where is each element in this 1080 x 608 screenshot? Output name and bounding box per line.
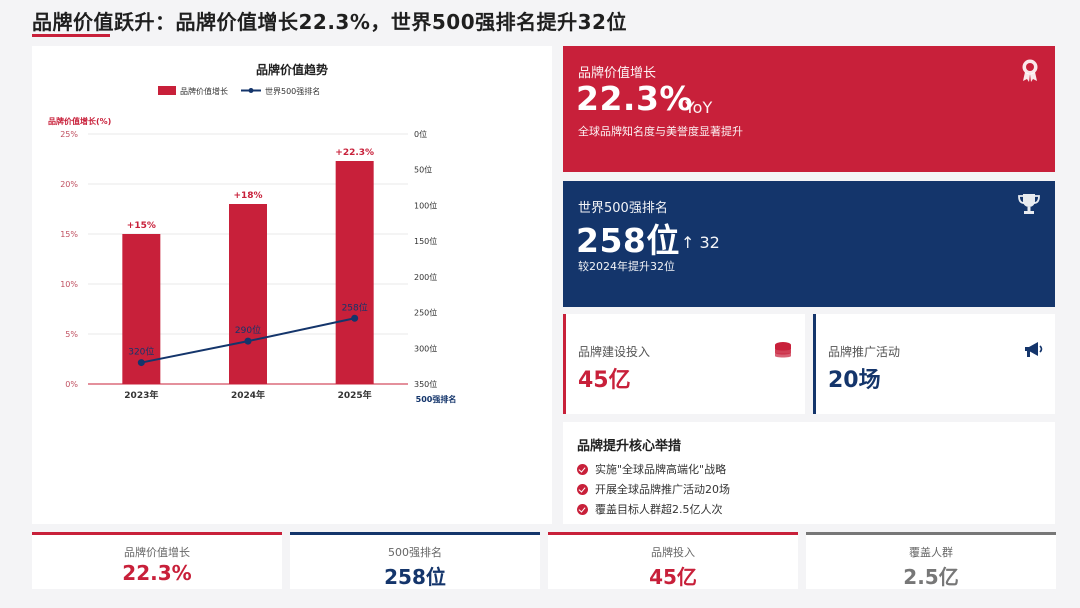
- y2-tick-label: 300位: [414, 343, 437, 353]
- measure-text: 开展全球品牌推广活动20场: [595, 483, 730, 496]
- activities-label: 品牌推广活动: [828, 345, 901, 359]
- y2-tick-label: 200位: [414, 272, 437, 282]
- y-tick-label: 5%: [65, 330, 78, 339]
- kpi-audience-coverage: 覆盖人群 2.5亿: [806, 532, 1056, 589]
- title-underline: [32, 34, 110, 37]
- growth-card-suffix: YoY: [685, 98, 713, 117]
- check-circle-icon: [577, 463, 588, 475]
- core-measures-panel: 品牌提升核心举措 实施"全球品牌高端化"战略 开展全球品牌推广活动20场 覆盖目…: [563, 422, 1055, 524]
- list-item: 实施"全球品牌高端化"战略: [577, 459, 730, 479]
- fortune500-ranking-card: 世界500强排名 258位 ↑ 32 较2024年提升32位: [563, 181, 1055, 307]
- y-tick-label: 0%: [65, 380, 78, 389]
- investment-label: 品牌建设投入: [578, 345, 651, 359]
- rank-data-label: 320位: [128, 346, 154, 358]
- list-item: 开展全球品牌推广活动20场: [577, 479, 730, 499]
- kpi-label: 品牌投入: [651, 546, 695, 559]
- rank-point: [244, 337, 252, 345]
- coins-icon: [773, 341, 793, 363]
- rank-data-label: 290位: [235, 324, 261, 336]
- investment-card: 品牌建设投入 45亿: [563, 314, 805, 414]
- bar-data-label: +22.3%: [335, 148, 374, 158]
- brand-value-growth-card: 品牌价值增长 22.3% YoY 全球品牌知名度与美誉度显著提升: [563, 46, 1055, 172]
- brand-value-trend-chart: 品牌价值趋势品牌价值增长 世界500强排名品牌价值增长(%) 0% 5% 10% 15% 2…: [32, 46, 552, 524]
- y2-tick-label: 150位: [414, 236, 437, 246]
- bar-data-label: +15%: [127, 221, 156, 231]
- list-item: 覆盖目标人群超2.5亿人次: [577, 499, 730, 519]
- page-title: 品牌价值跃升：品牌价值增长22.3%，世界500强排名提升32位: [32, 10, 627, 34]
- ranking-card-value: 258位: [576, 221, 680, 260]
- y-tick-label: 10%: [60, 280, 78, 289]
- y2-tick-label: 100位: [414, 200, 437, 210]
- x-tick-label: 2023年: [124, 389, 158, 401]
- legend-label: 世界500强排名: [265, 86, 320, 96]
- kpi-label: 覆盖人群: [909, 546, 953, 559]
- kpi-value: 45亿: [649, 565, 697, 589]
- x-tick-label: 2024年: [231, 389, 265, 401]
- y2-tick-label: 350位: [414, 379, 437, 389]
- y-axis-label: 品牌价值增长(%): [48, 116, 111, 126]
- check-circle-icon: [577, 503, 588, 515]
- y-tick-label: 15%: [60, 230, 78, 239]
- kpi-label: 品牌价值增长: [124, 546, 190, 559]
- growth-card-note: 全球品牌知名度与美誉度显著提升: [578, 125, 743, 138]
- y2-tick-label: 50位: [414, 165, 432, 175]
- kpi-value: 22.3%: [122, 561, 192, 585]
- legend-swatch-bar: [158, 86, 176, 95]
- measures-title: 品牌提升核心举措: [577, 439, 682, 454]
- rank-point: [137, 359, 145, 367]
- bar-data-label: +18%: [233, 191, 262, 201]
- ranking-card-change: ↑ 32: [681, 233, 720, 252]
- legend-swatch-marker: [248, 88, 254, 93]
- ranking-card-label: 世界500强排名: [578, 201, 668, 216]
- rank-data-label: 258位: [342, 301, 368, 313]
- kpi-fortune500-rank: 500强排名 258位: [290, 532, 540, 589]
- rank-point: [351, 314, 359, 322]
- y2-tick-label: 0位: [414, 129, 427, 139]
- growth-card-value: 22.3%: [576, 79, 693, 118]
- growth-card-label: 品牌价值增长: [578, 66, 657, 81]
- x-tick-label: 2025年: [338, 389, 372, 401]
- chart-title: 品牌价值趋势: [256, 62, 328, 77]
- kpi-label: 500强排名: [388, 546, 442, 559]
- y2-axis-label: 500强排名: [416, 394, 457, 404]
- bar: [335, 161, 374, 384]
- y-tick-label: 25%: [60, 130, 78, 139]
- y2-tick-label: 250位: [414, 308, 437, 318]
- ranking-card-note: 较2024年提升32位: [578, 260, 675, 273]
- kpi-value: 258位: [384, 565, 446, 589]
- investment-value: 45亿: [578, 368, 631, 393]
- bar: [122, 234, 161, 384]
- activities-value: 20场: [828, 368, 881, 393]
- promotion-activities-card: 品牌推广活动 20场: [813, 314, 1055, 414]
- measure-text: 实施"全球品牌高端化"战略: [595, 463, 727, 476]
- kpi-value: 2.5亿: [903, 565, 959, 589]
- kpi-brand-investment: 品牌投入 45亿: [548, 532, 798, 589]
- bar: [229, 204, 267, 384]
- megaphone-icon: [1023, 341, 1043, 363]
- trophy-icon: [1017, 193, 1041, 219]
- y-tick-label: 20%: [60, 180, 78, 189]
- kpi-brand-value-growth: 品牌价值增长 22.3%: [32, 532, 282, 589]
- check-circle-icon: [577, 483, 588, 495]
- award-icon: [1019, 58, 1041, 86]
- legend-label: 品牌价值增长: [180, 86, 228, 96]
- measure-text: 覆盖目标人群超2.5亿人次: [595, 503, 723, 516]
- measures-list: 实施"全球品牌高端化"战略 开展全球品牌推广活动20场 覆盖目标人群超2.5亿人…: [577, 459, 730, 519]
